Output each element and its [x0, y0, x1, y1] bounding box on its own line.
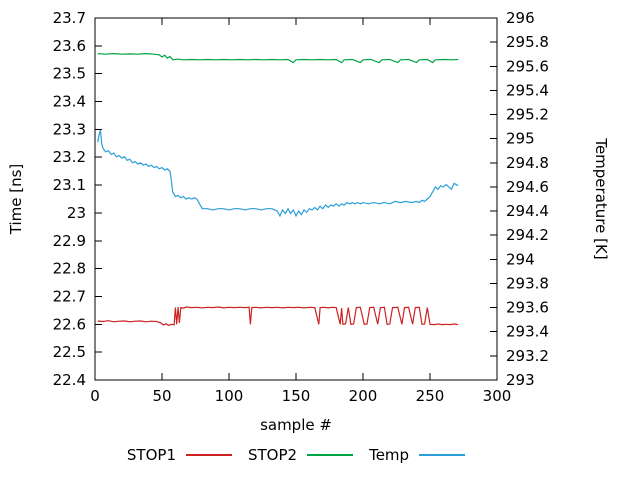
x-tick-label: 250	[416, 387, 445, 405]
y-tick-label: 23.4	[53, 93, 86, 111]
legend-label-stop1: STOP1	[126, 446, 176, 464]
y-tick-label: 23.3	[53, 120, 86, 138]
y-tick-label: 23.6	[53, 37, 86, 55]
y2-tick-label: 293.6	[506, 299, 549, 317]
legend-line-stop1	[186, 454, 232, 456]
y-tick-label: 22.8	[53, 260, 86, 278]
x-tick-label: 150	[282, 387, 311, 405]
y2-tick-label: 294.2	[506, 226, 549, 244]
plot-border	[94, 17, 498, 381]
legend-item-stop2: STOP2	[248, 446, 354, 464]
y2-tick-label: 295.6	[506, 57, 549, 75]
y2-tick-label: 295.8	[506, 33, 549, 51]
y-tick-label: 22.4	[53, 371, 86, 389]
y2-tick-label: 295.4	[506, 81, 549, 99]
y2-tick-label: 295	[506, 130, 535, 148]
y-tick-label: 23	[67, 204, 86, 222]
y2-axis-label: Temperature [K]	[592, 138, 610, 260]
series-STOP2	[97, 52, 459, 64]
y-axis-label: Time [ns]	[7, 163, 25, 235]
y2-tick-label: 294.4	[506, 202, 549, 220]
series-Temp	[97, 130, 459, 218]
legend-label-stop2: STOP2	[248, 446, 298, 464]
legend-item-stop1: STOP1	[127, 446, 232, 464]
y-tick-label: 23.1	[53, 176, 86, 194]
y2-tick-label: 296	[506, 9, 535, 27]
x-tick-label: 200	[349, 387, 378, 405]
y2-tick-label: 293.4	[506, 323, 549, 341]
x-tick-label: 100	[215, 387, 244, 405]
y2-tick-label: 294	[506, 250, 535, 268]
y2-tick-label: 293.2	[506, 347, 549, 365]
y-tick-label: 23.5	[53, 65, 86, 83]
series-STOP1	[97, 306, 459, 327]
y-tick-label: 22.7	[53, 288, 86, 306]
y2-tick-label: 294.8	[506, 154, 549, 172]
legend-label-temp: Temp	[369, 446, 410, 464]
legend-line-temp	[419, 454, 466, 456]
legend: STOP1 STOP2 Temp	[95, 446, 497, 464]
y2-tick-label: 294.6	[506, 178, 549, 196]
legend-item-temp: Temp	[369, 446, 466, 464]
y-tick-label: 23.7	[53, 9, 86, 27]
y-tick-label: 23.2	[53, 148, 86, 166]
y-tick-label: 22.9	[53, 232, 86, 250]
y2-tick-label: 295.2	[506, 106, 549, 124]
x-tick-label: 50	[152, 387, 171, 405]
y2-tick-label: 293.8	[506, 275, 549, 293]
y-tick-label: 22.6	[53, 315, 86, 333]
y2-tick-label: 293	[506, 371, 535, 389]
x-tick-label: 0	[90, 387, 100, 405]
x-tick-label: 300	[483, 387, 512, 405]
legend-line-stop2	[307, 454, 354, 456]
x-axis-label: sample #	[260, 416, 332, 434]
y-tick-label: 22.5	[53, 343, 86, 361]
